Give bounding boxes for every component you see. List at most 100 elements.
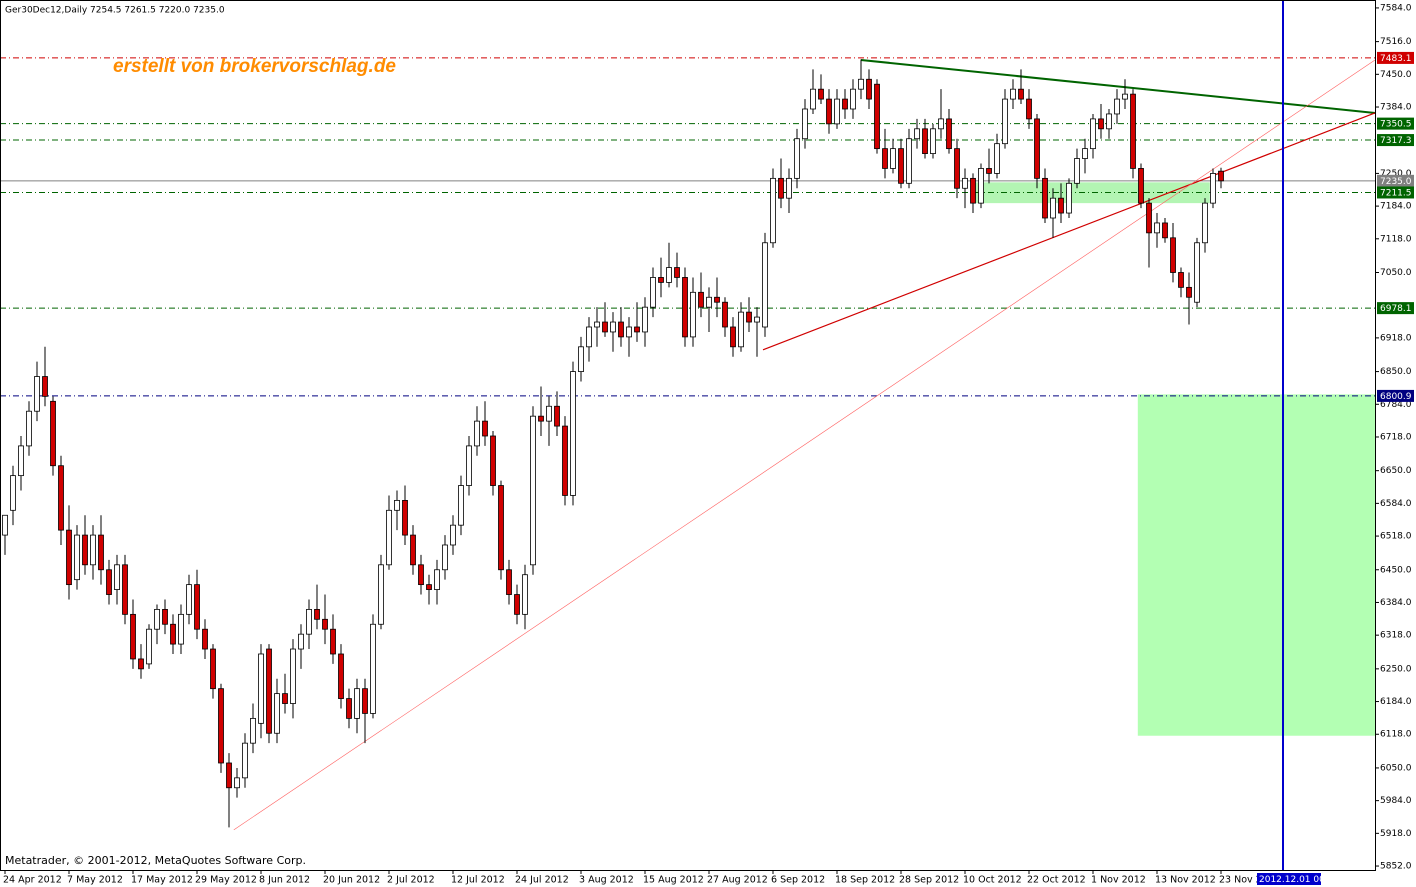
candle-body — [578, 346, 584, 372]
candle-body — [362, 688, 368, 714]
x-tick-label: 10 Oct 2012 — [963, 875, 1022, 886]
candle-body — [402, 499, 408, 536]
candle-body — [1178, 272, 1184, 288]
candle-body — [698, 291, 704, 308]
candle-body — [978, 168, 984, 204]
candle-body — [674, 267, 680, 278]
candle-body — [1122, 93, 1128, 100]
candle-body — [866, 78, 872, 100]
candle-body — [626, 326, 632, 338]
candle-body — [370, 623, 376, 714]
x-tick-label: 12 Jul 2012 — [451, 875, 505, 886]
candle-body — [514, 594, 520, 615]
level-label: 6800.9 — [1380, 392, 1412, 402]
candle-body — [66, 529, 72, 586]
watermark: erstellt von brokervorschlag.de — [113, 56, 396, 77]
chart-title: Ger30Dec12,Daily 7254.5 7261.5 7220.0 72… — [5, 6, 225, 16]
candle-body — [858, 78, 864, 90]
y-tick-label: 6518.0 — [1380, 532, 1412, 542]
plot-frame — [0, 0, 1376, 871]
candle-body — [570, 371, 576, 496]
candle-body — [906, 138, 912, 184]
candle-body — [1018, 88, 1024, 100]
candle-body — [354, 688, 360, 719]
candle-body — [466, 445, 472, 486]
candle-body — [1130, 93, 1136, 169]
candle-body — [146, 628, 152, 665]
candle-body — [1090, 118, 1096, 150]
candle-body — [1058, 197, 1064, 214]
candle-body — [98, 534, 104, 571]
y-tick-label: 5984.0 — [1380, 796, 1412, 806]
level-label: 7317.3 — [1380, 136, 1412, 146]
trend-line — [860, 58, 1376, 114]
level-label-box — [1377, 51, 1414, 64]
candle-body — [122, 564, 128, 615]
candle-body — [506, 569, 512, 595]
level-label-box — [1377, 174, 1414, 187]
x-tick-label: 17 May 2012 — [131, 875, 193, 886]
candle-body — [1106, 113, 1112, 130]
candle-body — [258, 653, 264, 724]
candle-body — [386, 509, 392, 566]
y-tick-label: 7450.0 — [1380, 70, 1412, 80]
y-tick-label: 6918.0 — [1380, 333, 1412, 343]
candle-body — [1146, 202, 1152, 234]
x-tick-label: 20 Jun 2012 — [323, 875, 380, 886]
candle-body — [594, 321, 600, 328]
candle-body — [138, 658, 144, 670]
candle-body — [538, 415, 544, 422]
candle-body — [1082, 148, 1088, 159]
candle-body — [1218, 170, 1224, 182]
candle-body — [634, 326, 640, 333]
y-tick-label: 6384.0 — [1380, 598, 1412, 608]
y-tick-label: 7050.0 — [1380, 268, 1412, 278]
candle-body — [778, 177, 784, 199]
candle-body — [986, 168, 992, 174]
y-tick-label: 6784.0 — [1380, 400, 1412, 410]
candle-body — [482, 420, 488, 437]
candle-body — [522, 574, 528, 615]
candle-body — [818, 88, 824, 100]
y-tick-label: 7516.0 — [1380, 37, 1412, 47]
candle-body — [474, 420, 480, 447]
candle-body — [1210, 173, 1216, 204]
candle-body — [434, 569, 440, 590]
candle-body — [706, 296, 712, 308]
x-tick-label: 24 Jul 2012 — [515, 875, 569, 886]
candle-body — [554, 405, 560, 427]
candle-body — [1154, 222, 1160, 234]
candle-body — [738, 311, 744, 348]
candle-body — [730, 326, 736, 348]
candle-body — [202, 628, 208, 650]
y-tick-label: 6850.0 — [1380, 367, 1412, 377]
candle-body — [546, 405, 552, 422]
level-label-box — [1377, 389, 1414, 402]
candle-body — [106, 569, 112, 595]
level-label-box — [1377, 117, 1414, 130]
candle-body — [714, 296, 720, 303]
x-tick-label: 13 Nov 2012 — [1155, 875, 1216, 886]
candle-body — [418, 564, 424, 586]
candle-body — [250, 717, 256, 744]
x-tick-label: 6 Sep 2012 — [771, 875, 825, 886]
vline-label-box — [1257, 873, 1321, 885]
level-label: 6978.1 — [1380, 304, 1412, 314]
candle-body — [274, 693, 280, 734]
candle-body — [1170, 237, 1176, 273]
candle-body — [426, 584, 432, 590]
candle-body — [938, 118, 944, 130]
candle-body — [458, 485, 464, 526]
x-tick-label: 22 Oct 2012 — [1027, 875, 1086, 886]
candle-body — [34, 376, 40, 412]
candle-body — [898, 148, 904, 184]
candle-body — [658, 277, 664, 283]
candle-body — [130, 613, 136, 660]
candle-body — [1002, 98, 1008, 145]
candle-body — [82, 534, 88, 566]
candle-body — [826, 98, 832, 125]
candle-body — [346, 698, 352, 719]
x-tick-label: 28 Sep 2012 — [899, 875, 959, 886]
candle-body — [194, 584, 200, 630]
